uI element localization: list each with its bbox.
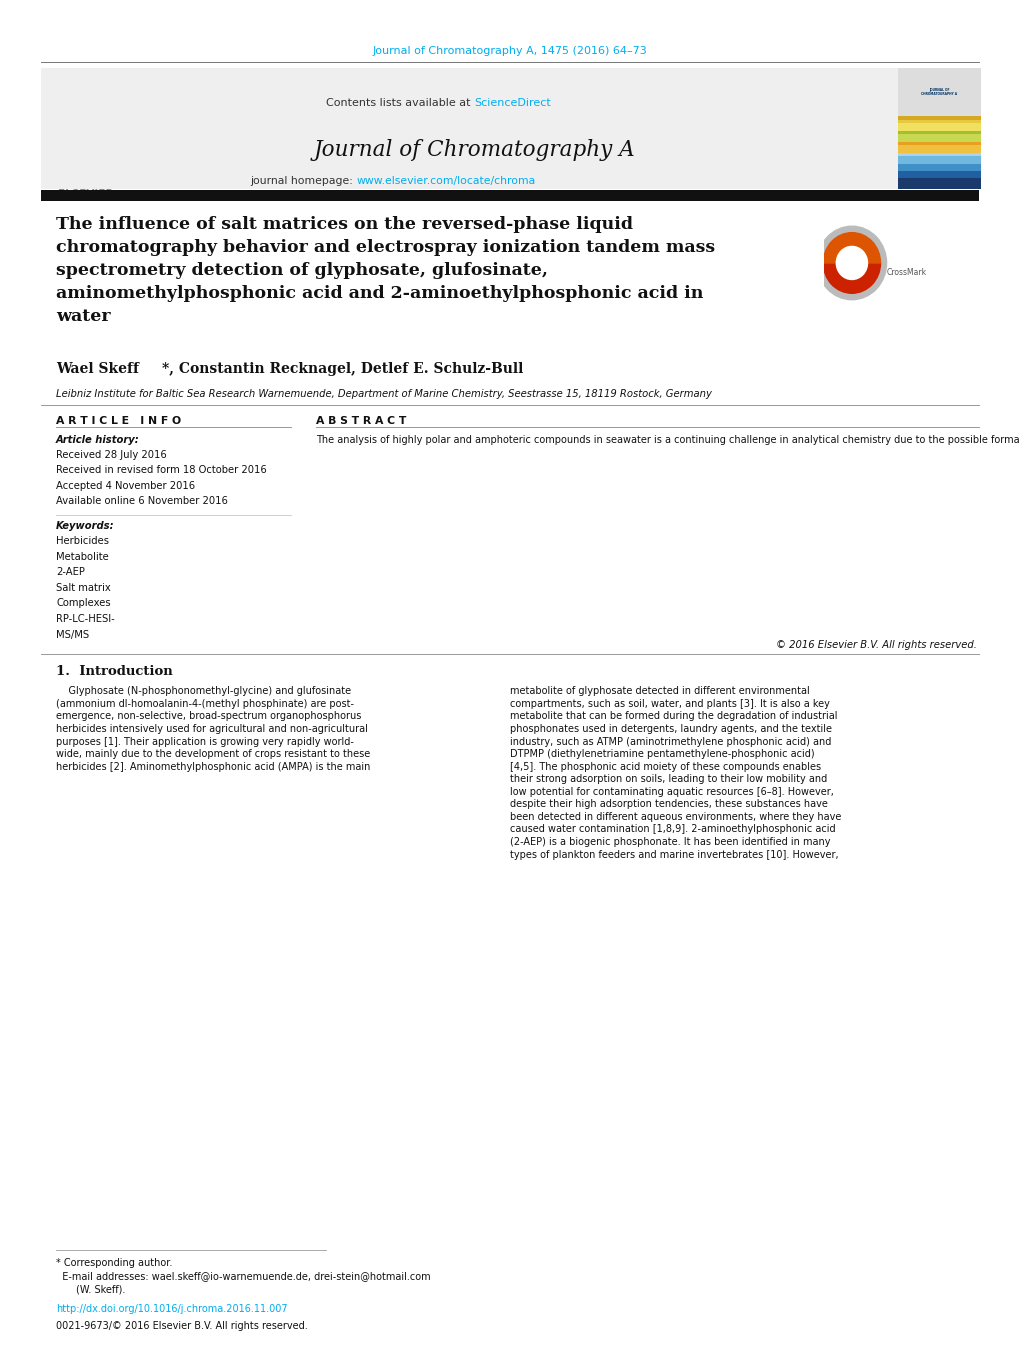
Bar xyxy=(897,157,980,159)
Text: *, Constantin Recknagel, Detlef E. Schulz-Bull: *, Constantin Recknagel, Detlef E. Schul… xyxy=(162,362,523,376)
Text: ELSEVIER: ELSEVIER xyxy=(58,189,113,199)
Text: metabolite of glyphosate detected in different environmental
compartments, such : metabolite of glyphosate detected in dif… xyxy=(510,686,841,859)
Bar xyxy=(897,131,980,135)
Bar xyxy=(897,185,980,189)
Text: Salt matrix: Salt matrix xyxy=(56,584,111,593)
Bar xyxy=(897,116,980,120)
Text: 2-AEP: 2-AEP xyxy=(56,567,85,577)
Bar xyxy=(897,120,980,123)
Bar xyxy=(897,138,980,142)
Text: Journal of Chromatography A, 1475 (2016) 64–73: Journal of Chromatography A, 1475 (2016)… xyxy=(372,46,647,55)
Text: Contents lists available at: Contents lists available at xyxy=(326,97,474,108)
Text: Received 28 July 2016: Received 28 July 2016 xyxy=(56,450,167,459)
Wedge shape xyxy=(822,232,879,263)
Text: Keywords:: Keywords: xyxy=(56,521,114,531)
Bar xyxy=(897,163,980,168)
Bar xyxy=(897,174,980,178)
Bar xyxy=(897,159,980,163)
Wedge shape xyxy=(822,263,879,293)
Text: journal homepage:: journal homepage: xyxy=(251,176,357,186)
Text: ScienceDirect: ScienceDirect xyxy=(474,97,550,108)
Text: The influence of salt matrices on the reversed-phase liquid
chromatography behav: The influence of salt matrices on the re… xyxy=(56,216,714,324)
Text: Metabolite: Metabolite xyxy=(56,551,109,562)
Text: The analysis of highly polar and amphoteric compounds in seawater is a continuin: The analysis of highly polar and amphote… xyxy=(316,435,1019,444)
Text: MS/MS: MS/MS xyxy=(56,630,89,639)
Text: JOURNAL OF
CHROMATOGRAPHY A: JOURNAL OF CHROMATOGRAPHY A xyxy=(920,88,957,96)
Text: Journal of Chromatography A: Journal of Chromatography A xyxy=(313,139,635,161)
Text: Complexes: Complexes xyxy=(56,598,111,608)
Ellipse shape xyxy=(53,73,117,107)
Bar xyxy=(897,127,980,131)
Text: Received in revised form 18 October 2016: Received in revised form 18 October 2016 xyxy=(56,465,267,476)
Text: Glyphosate (N-phosphonomethyl-glycine) and glufosinate
(ammonium dl-homoalanin-4: Glyphosate (N-phosphonomethyl-glycine) a… xyxy=(56,686,370,771)
Bar xyxy=(897,68,980,116)
Text: Accepted 4 November 2016: Accepted 4 November 2016 xyxy=(56,481,195,490)
Text: * Corresponding author.: * Corresponding author. xyxy=(56,1258,172,1267)
Text: 0021-9673/© 2016 Elsevier B.V. All rights reserved.: 0021-9673/© 2016 Elsevier B.V. All right… xyxy=(56,1321,308,1331)
Bar xyxy=(897,182,980,185)
Bar xyxy=(79,165,91,186)
Text: 1.  Introduction: 1. Introduction xyxy=(56,665,172,678)
Ellipse shape xyxy=(47,91,123,130)
Bar xyxy=(897,149,980,153)
Bar xyxy=(897,168,980,172)
Text: Available online 6 November 2016: Available online 6 November 2016 xyxy=(56,496,228,507)
Text: www.elsevier.com/locate/chroma: www.elsevier.com/locate/chroma xyxy=(357,176,536,186)
Text: +: + xyxy=(845,255,857,270)
Bar xyxy=(897,123,980,127)
Text: E-mail addresses: wael.skeff@io-warnemuende.de, drei-stein@hotmail.com: E-mail addresses: wael.skeff@io-warnemue… xyxy=(56,1271,430,1281)
Bar xyxy=(897,172,980,174)
Text: A R T I C L E   I N F O: A R T I C L E I N F O xyxy=(56,416,181,426)
Text: © 2016 Elsevier B.V. All rights reserved.: © 2016 Elsevier B.V. All rights reserved… xyxy=(775,640,976,650)
Text: Wael Skeff: Wael Skeff xyxy=(56,362,139,376)
Bar xyxy=(897,146,980,149)
Bar xyxy=(897,153,980,157)
Text: (W. Skeff).: (W. Skeff). xyxy=(76,1285,125,1294)
Text: Leibniz Institute for Baltic Sea Research Warnemuende, Department of Marine Chem: Leibniz Institute for Baltic Sea Researc… xyxy=(56,389,711,399)
Text: A B S T R A C T: A B S T R A C T xyxy=(316,416,407,426)
Circle shape xyxy=(816,226,886,300)
Bar xyxy=(897,142,980,146)
Text: Article history:: Article history: xyxy=(56,435,140,444)
Text: http://dx.doi.org/10.1016/j.chroma.2016.11.007: http://dx.doi.org/10.1016/j.chroma.2016.… xyxy=(56,1304,287,1313)
Text: RP-LC-HESI-: RP-LC-HESI- xyxy=(56,613,115,624)
Circle shape xyxy=(836,246,867,280)
Bar xyxy=(897,178,980,182)
Ellipse shape xyxy=(44,112,126,151)
Bar xyxy=(897,135,980,138)
Ellipse shape xyxy=(53,138,117,172)
Text: CrossMark: CrossMark xyxy=(886,267,926,277)
Text: Herbicides: Herbicides xyxy=(56,536,109,546)
